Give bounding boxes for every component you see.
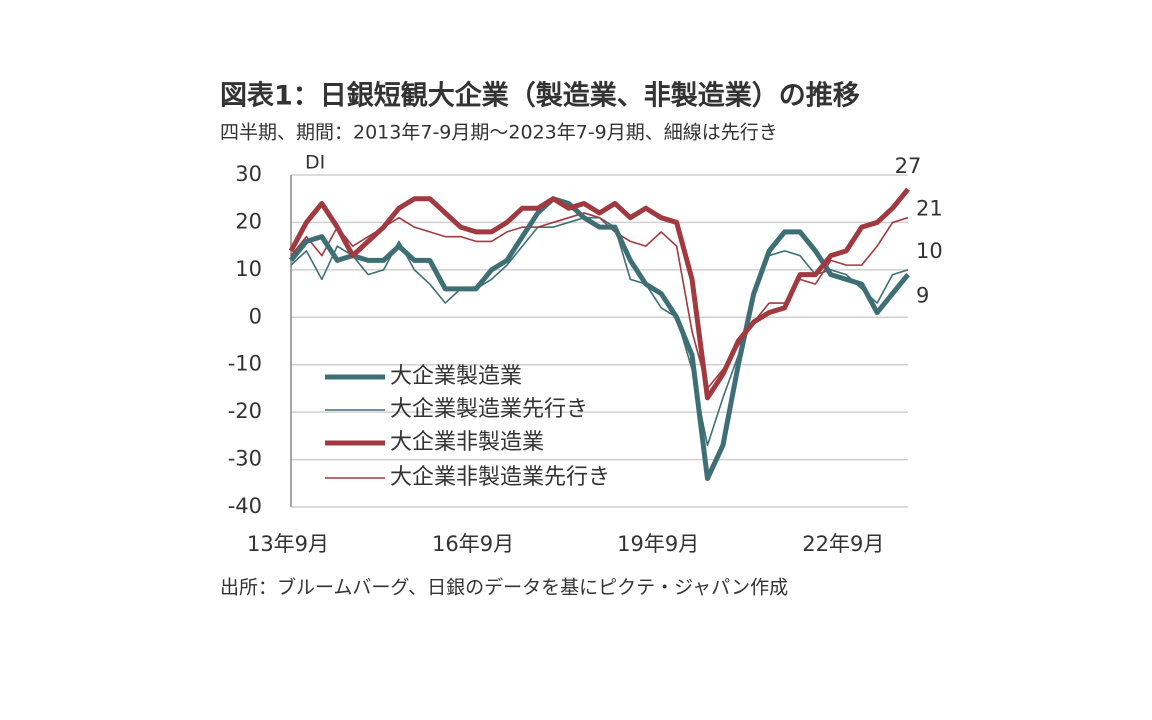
source-note: 出所：ブルームバーグ、日銀のデータを基にピクテ・ジャパン作成 bbox=[220, 576, 788, 599]
y-tick-label: 30 bbox=[235, 162, 262, 186]
x-tick-label: 16年9月 bbox=[432, 532, 514, 556]
chart-subtitle: 四半期、期間：2013年7-9月期～2023年7-9月期、細線は先行き bbox=[220, 122, 778, 144]
end-value-label: 21 bbox=[916, 197, 943, 221]
end-value-label: 10 bbox=[916, 239, 943, 263]
y-tick-label: -10 bbox=[228, 352, 262, 376]
x-tick-label: 22年9月 bbox=[802, 532, 884, 556]
series-line bbox=[290, 212, 909, 390]
end-value-label: 27 bbox=[895, 154, 922, 178]
y-tick-label: -20 bbox=[228, 399, 262, 423]
y-axis-label: DI bbox=[305, 152, 325, 174]
legend-label: 大企業非製造業 bbox=[390, 430, 544, 455]
legend-label: 大企業製造業先行き bbox=[390, 397, 588, 422]
y-tick-label: 10 bbox=[235, 257, 262, 281]
legend-label: 大企業製造業 bbox=[390, 364, 522, 389]
y-tick-label: -40 bbox=[228, 494, 262, 518]
series-line bbox=[289, 196, 910, 482]
end-value-label: 9 bbox=[916, 284, 929, 308]
x-tick-label: 13年9月 bbox=[247, 532, 329, 556]
series-line bbox=[288, 187, 910, 401]
y-tick-label: 20 bbox=[235, 209, 262, 233]
y-tick-label: -30 bbox=[228, 447, 262, 471]
chart-title: 図表1：日銀短観大企業（製造業、非製造業）の推移 bbox=[220, 80, 860, 112]
legend-label: 大企業非製造業先行き bbox=[390, 465, 610, 490]
x-tick-label: 19年9月 bbox=[617, 532, 699, 556]
y-tick-label: 0 bbox=[249, 304, 262, 328]
